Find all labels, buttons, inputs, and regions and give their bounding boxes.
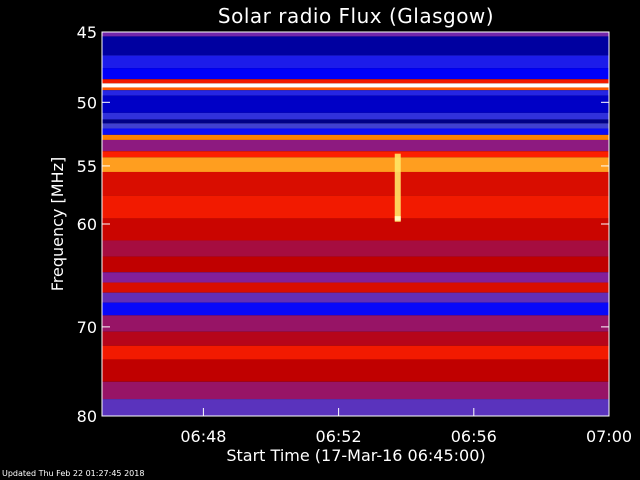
frequency-band (102, 79, 609, 84)
frequency-band (102, 128, 609, 135)
x-tick-label: 07:00 (586, 427, 632, 446)
x-axis-label: Start Time (17-Mar-16 06:45:00) (226, 446, 485, 465)
frequency-band (102, 95, 609, 113)
frequency-band (102, 55, 609, 69)
frequency-band (102, 331, 609, 346)
y-tick-label: 50 (77, 93, 97, 112)
frequency-band (102, 171, 609, 196)
frequency-band (102, 90, 609, 96)
y-tick-label: 60 (77, 215, 97, 234)
frequency-band (102, 302, 609, 316)
frequency-band (102, 123, 609, 129)
frequency-band (102, 157, 609, 172)
y-tick-label: 55 (77, 157, 97, 176)
frequency-band (102, 151, 609, 158)
x-tick-label: 06:56 (451, 427, 497, 446)
y-tick-label: 80 (77, 407, 97, 426)
x-axis: 06:48 06:52 06:56 07:00 (180, 408, 632, 446)
frequency-band (102, 139, 609, 152)
frequency-band (102, 240, 609, 257)
plot-area (101, 31, 610, 417)
y-tick-label: 45 (77, 23, 97, 42)
burst-event (394, 216, 401, 221)
frequency-band (102, 68, 609, 80)
frequency-band (102, 87, 609, 91)
frequency-band (102, 381, 609, 400)
frequency-band (102, 359, 609, 382)
x-tick-label: 06:52 (316, 427, 362, 446)
frequency-band (102, 32, 609, 37)
frequency-band (102, 83, 609, 88)
frequency-band (102, 399, 609, 416)
frequency-band (102, 292, 609, 303)
frequency-band (102, 315, 609, 332)
frequency-band (102, 134, 609, 140)
y-axis-label: Frequency [MHz] (48, 157, 67, 291)
frequency-band (102, 36, 609, 56)
burst-event (394, 153, 401, 222)
frequency-band (102, 112, 609, 120)
x-tick-label: 06:48 (180, 427, 226, 446)
frequency-band (102, 218, 609, 241)
updated-timestamp: Updated Thu Feb 22 01:27:45 2018 (2, 469, 145, 478)
y-tick-label: 70 (77, 318, 97, 337)
frequency-band (102, 282, 609, 293)
y-axis: 45 50 55 60 70 80 (77, 23, 609, 426)
frequency-band (102, 195, 609, 219)
chart-title: Solar radio Flux (Glasgow) (218, 4, 494, 28)
frequency-band (102, 272, 609, 283)
frequency-band (102, 345, 609, 360)
frequency-band (102, 256, 609, 273)
frequency-band (102, 119, 609, 124)
